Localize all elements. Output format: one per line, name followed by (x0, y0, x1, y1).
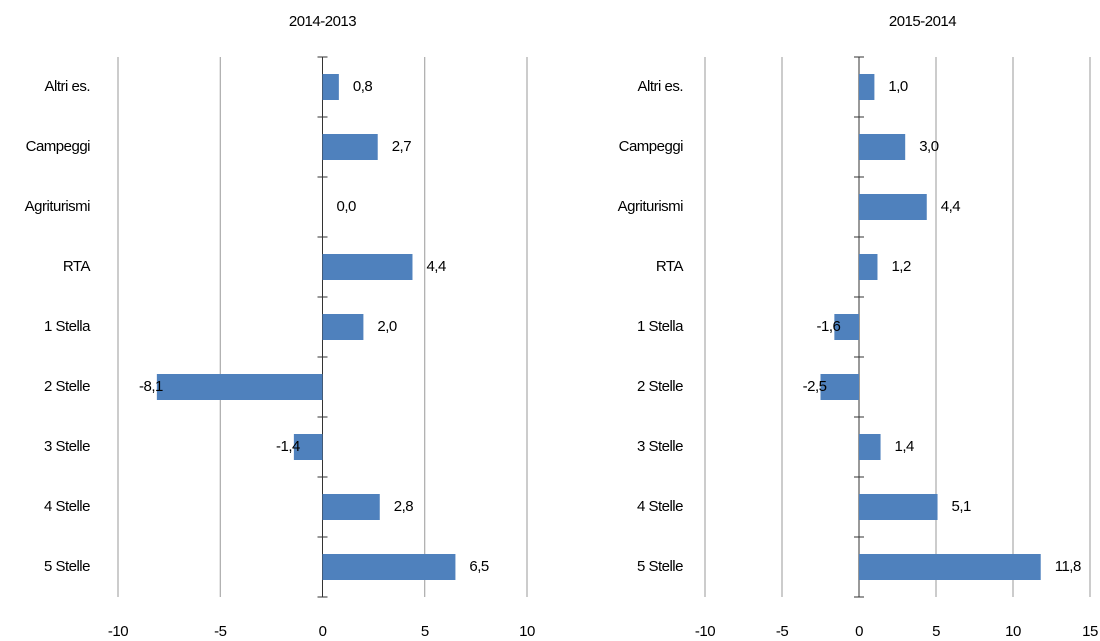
data-label: 5,1 (952, 498, 972, 515)
data-label: 11,8 (1055, 558, 1081, 575)
bar (322, 134, 378, 160)
data-label: 6,5 (469, 558, 489, 575)
data-label: 2,0 (377, 318, 397, 335)
data-label: 3,0 (919, 138, 939, 155)
bar (859, 194, 927, 220)
data-label: 2,7 (392, 138, 412, 155)
data-label: 0,8 (353, 78, 373, 95)
y-tick-label: 1 Stella (44, 318, 91, 335)
y-tick-label: 4 Stelle (637, 498, 683, 515)
data-label: 1,2 (891, 258, 911, 275)
bar (322, 554, 456, 580)
bar (820, 374, 859, 400)
data-label: -1,6 (817, 318, 841, 335)
x-tick-label: -5 (776, 623, 788, 640)
x-tick-label: 10 (1005, 623, 1021, 640)
y-tick-label: RTA (63, 258, 91, 275)
y-tick-label: Agriturismi (618, 198, 684, 215)
bar (859, 494, 938, 520)
bar (859, 254, 878, 280)
y-tick-label: Altri es. (637, 78, 683, 95)
bar (322, 254, 413, 280)
bar (859, 554, 1041, 580)
y-tick-label: Agriturismi (25, 198, 91, 215)
x-tick-label: 5 (932, 623, 940, 640)
bar (156, 374, 323, 400)
x-tick-label: 0 (319, 623, 327, 640)
bar (834, 314, 859, 340)
y-tick-label: 1 Stella (637, 318, 684, 335)
y-tick-label: Campeggi (26, 138, 91, 155)
x-tick-label: 15 (1082, 623, 1098, 640)
y-tick-label: 2 Stelle (44, 378, 90, 395)
y-tick-label: 2 Stelle (637, 378, 683, 395)
y-tick-label: 3 Stelle (637, 438, 683, 455)
data-label: 1,0 (888, 78, 908, 95)
data-label: 2,8 (394, 498, 414, 515)
y-tick-label: RTA (656, 258, 684, 275)
data-label: -1,4 (276, 438, 300, 455)
x-tick-label: -10 (695, 623, 715, 640)
chart-title: 2014-2013 (289, 13, 356, 30)
y-tick-label: 4 Stelle (44, 498, 90, 515)
data-label: 4,4 (426, 258, 446, 275)
bar (859, 434, 881, 460)
data-label: -2,5 (803, 378, 827, 395)
bar (322, 494, 380, 520)
data-label: 4,4 (941, 198, 961, 215)
chart-title: 2015-2014 (889, 13, 956, 30)
x-tick-label: -10 (108, 623, 128, 640)
y-tick-label: 5 Stelle (637, 558, 683, 575)
y-tick-label: 3 Stelle (44, 438, 90, 455)
x-tick-label: 5 (421, 623, 429, 640)
bar (322, 314, 364, 340)
x-tick-label: -5 (214, 623, 226, 640)
data-label: 0,0 (337, 198, 357, 215)
x-tick-label: 0 (855, 623, 863, 640)
y-tick-label: 5 Stelle (44, 558, 90, 575)
y-tick-label: Altri es. (44, 78, 90, 95)
data-label: 1,4 (895, 438, 915, 455)
data-label: -8,1 (139, 378, 163, 395)
bar (859, 134, 906, 160)
bar (322, 74, 339, 100)
bar (293, 434, 323, 460)
y-tick-label: Campeggi (619, 138, 684, 155)
bar (859, 74, 875, 100)
x-tick-label: 10 (519, 623, 535, 640)
